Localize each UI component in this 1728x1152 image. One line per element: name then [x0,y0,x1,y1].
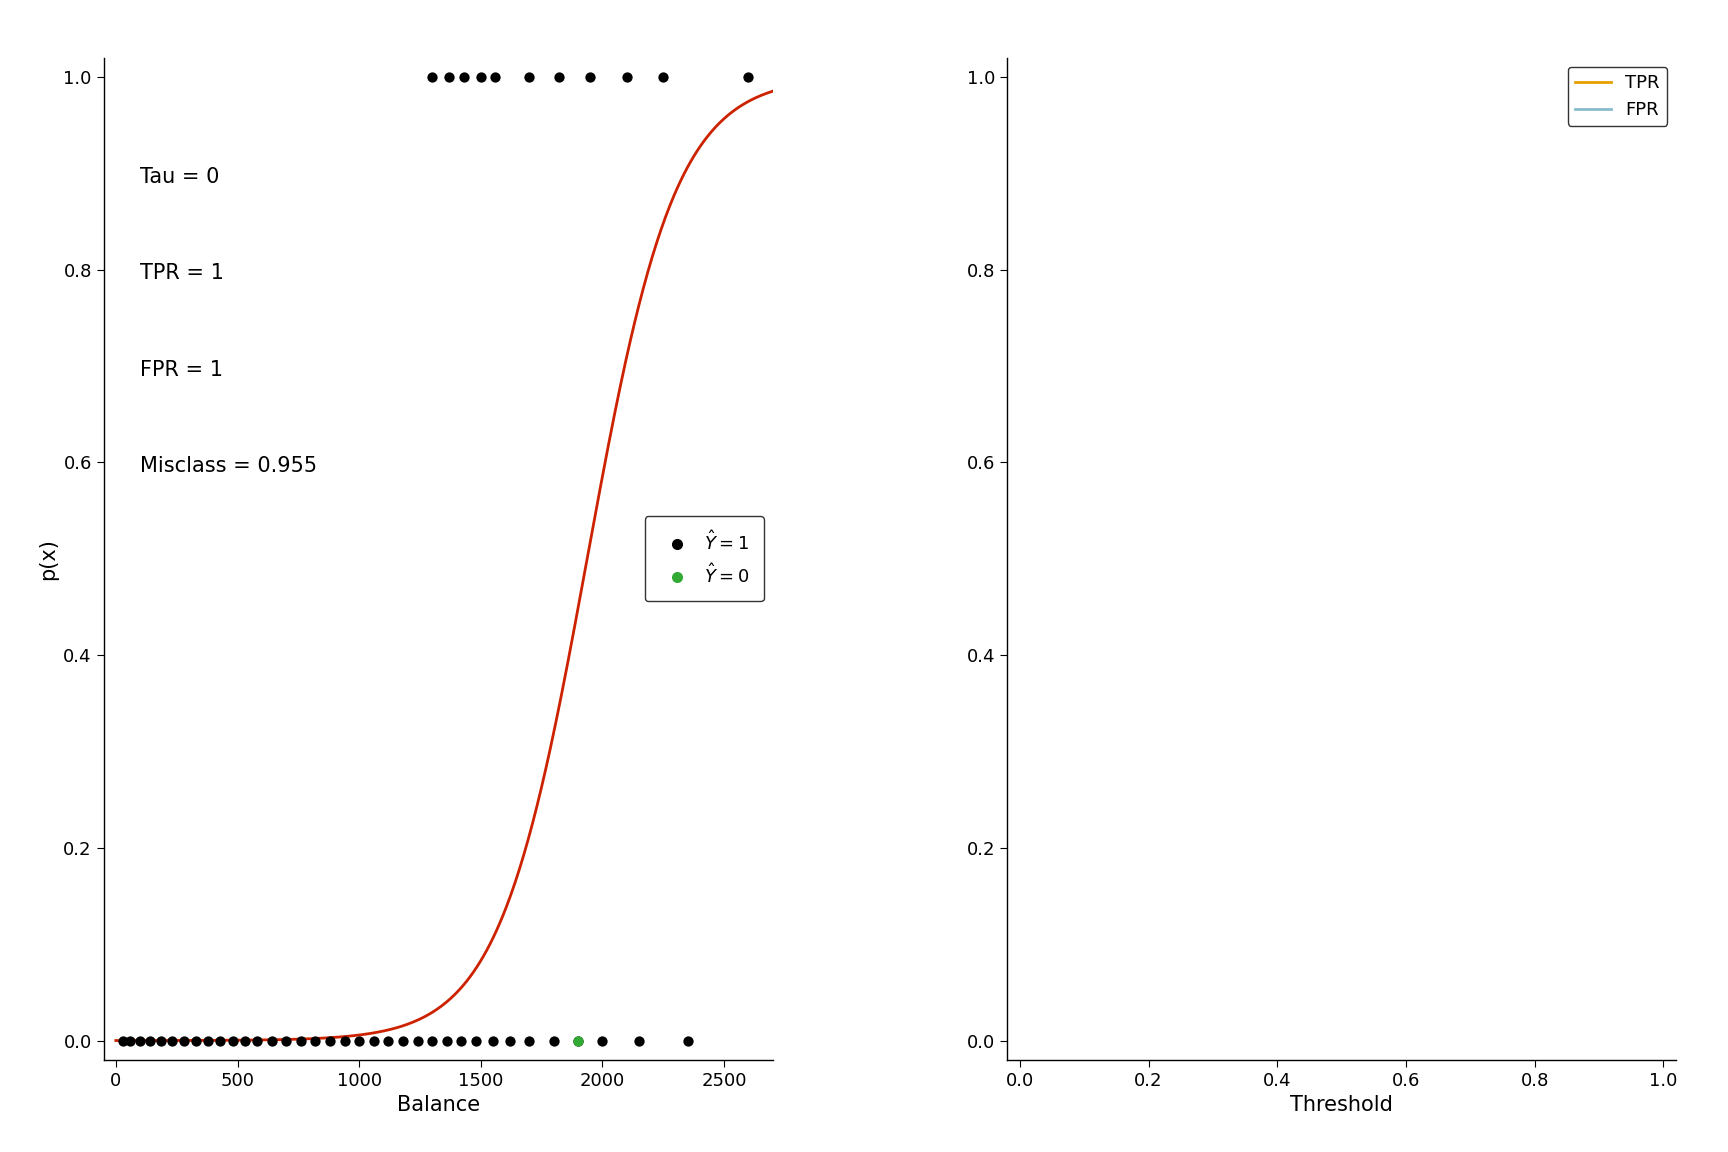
Point [418,1031,446,1049]
Point [626,1031,653,1049]
Text: FPR = 1: FPR = 1 [140,359,223,380]
Point [418,68,446,86]
Point [207,1031,235,1049]
Point [219,1031,247,1049]
Point [359,1031,387,1049]
Point [232,1031,259,1049]
Point [674,1031,702,1049]
Text: TPR = 1: TPR = 1 [140,264,225,283]
Point [183,1031,211,1049]
Point [316,1031,344,1049]
Text: Misclass = 0.955: Misclass = 0.955 [140,456,318,476]
Point [544,68,572,86]
Text: Tau = 0: Tau = 0 [140,167,219,187]
Point [273,1031,301,1049]
Point [734,68,762,86]
Point [287,1031,314,1049]
Legend: TPR, FPR: TPR, FPR [1567,67,1668,126]
Point [257,1031,285,1049]
Point [650,68,677,86]
Point [541,1031,569,1049]
Point [613,68,641,86]
Point [244,1031,271,1049]
Point [169,1031,197,1049]
Point [479,1031,506,1049]
Point [515,1031,543,1049]
Point [157,1031,185,1049]
Point [482,68,510,86]
Point [448,1031,475,1049]
Point [346,1031,373,1049]
Point [137,1031,164,1049]
Point [147,1031,175,1049]
Point [126,1031,154,1049]
X-axis label: Balance: Balance [397,1096,480,1115]
Point [116,1031,143,1049]
Point [435,68,463,86]
Y-axis label: p(x): p(x) [38,538,57,579]
Point [515,68,543,86]
Point [589,1031,617,1049]
Point [195,1031,223,1049]
X-axis label: Threshold: Threshold [1291,1096,1393,1115]
Point [109,1031,137,1049]
Point [461,1031,489,1049]
Point [434,1031,461,1049]
Point [449,68,477,86]
Point [389,1031,416,1049]
Point [496,1031,524,1049]
Point [375,1031,403,1049]
Point [302,1031,330,1049]
Point [565,1031,593,1049]
Point [330,1031,358,1049]
Point [467,68,494,86]
Point [404,1031,432,1049]
Point [577,68,605,86]
Legend: $\hat{Y} = 1$, $\hat{Y} = 0$: $\hat{Y} = 1$, $\hat{Y} = 0$ [645,516,764,601]
Point [565,1031,593,1049]
